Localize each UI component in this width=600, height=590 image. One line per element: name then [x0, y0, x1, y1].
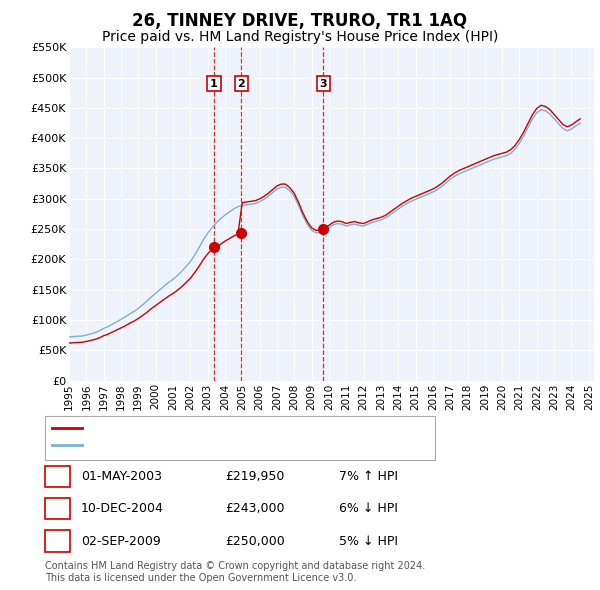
Text: 5% ↓ HPI: 5% ↓ HPI — [339, 535, 398, 548]
Text: 1: 1 — [53, 470, 62, 483]
Text: 6% ↓ HPI: 6% ↓ HPI — [339, 502, 398, 515]
Text: £243,000: £243,000 — [225, 502, 284, 515]
Text: 01-MAY-2003: 01-MAY-2003 — [81, 470, 162, 483]
Text: £219,950: £219,950 — [225, 470, 284, 483]
Text: Contains HM Land Registry data © Crown copyright and database right 2024.
This d: Contains HM Land Registry data © Crown c… — [45, 561, 425, 583]
Text: 1: 1 — [210, 78, 218, 88]
Text: HPI: Average price, detached house, Cornwall: HPI: Average price, detached house, Corn… — [88, 439, 358, 452]
Text: 7% ↑ HPI: 7% ↑ HPI — [339, 470, 398, 483]
Text: 26, TINNEY DRIVE, TRURO, TR1 1AQ (detached house): 26, TINNEY DRIVE, TRURO, TR1 1AQ (detach… — [88, 421, 408, 434]
Text: 3: 3 — [53, 535, 62, 548]
Text: 10-DEC-2004: 10-DEC-2004 — [81, 502, 164, 515]
Text: £250,000: £250,000 — [225, 535, 285, 548]
Text: 3: 3 — [319, 78, 327, 88]
Text: 02-SEP-2009: 02-SEP-2009 — [81, 535, 161, 548]
Text: Price paid vs. HM Land Registry's House Price Index (HPI): Price paid vs. HM Land Registry's House … — [102, 30, 498, 44]
Text: 2: 2 — [238, 78, 245, 88]
Text: 2: 2 — [53, 502, 62, 515]
Text: 26, TINNEY DRIVE, TRURO, TR1 1AQ: 26, TINNEY DRIVE, TRURO, TR1 1AQ — [133, 12, 467, 30]
